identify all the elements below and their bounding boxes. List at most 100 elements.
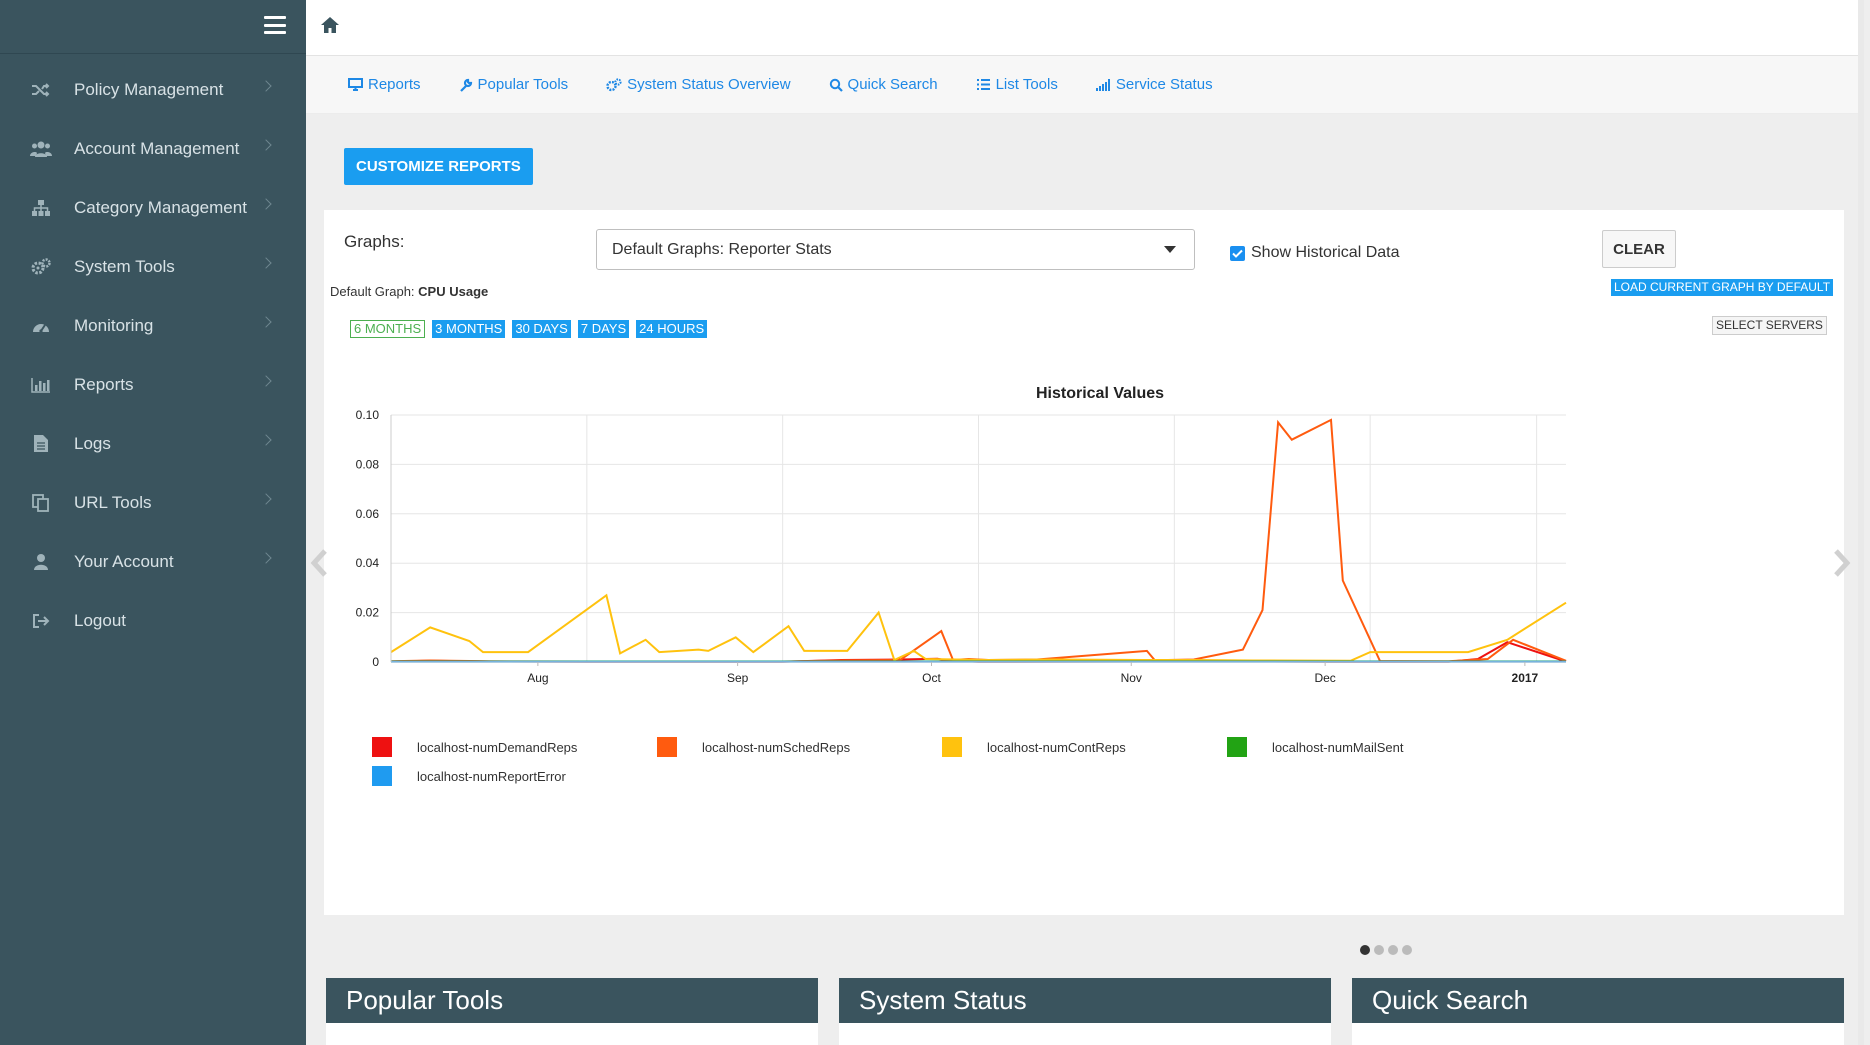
signal-icon (1095, 78, 1110, 91)
chevron-right-icon (260, 257, 272, 269)
sidebar-item-label: Monitoring (74, 315, 154, 335)
clear-button[interactable]: CLEAR (1602, 230, 1676, 268)
nav-link-reports[interactable]: Reports (348, 76, 421, 93)
chevron-right-icon (260, 316, 272, 328)
y-tick-label: 0.06 (356, 507, 380, 521)
file-icon (30, 433, 52, 455)
legend-item[interactable]: localhost-numContReps (942, 737, 1126, 757)
graph-panel: Graphs: Default Graphs: Reporter Stats S… (324, 210, 1844, 915)
legend-label: localhost-numMailSent (1272, 739, 1404, 755)
sidebar-item-label: URL Tools (74, 492, 152, 512)
sidebar-item-label: Category Management (74, 197, 247, 217)
legend-swatch (942, 737, 962, 757)
range-7-days[interactable]: 7 DAYS (577, 320, 630, 338)
sidebar-nav: Policy Management Account Management Cat… (0, 60, 306, 650)
x-tick-label: 2017 (1512, 671, 1539, 685)
carousel-next-icon[interactable] (1833, 548, 1851, 578)
x-tick-label: Sep (727, 671, 749, 685)
legend-item[interactable]: localhost-numSchedReps (657, 737, 850, 757)
sidebar: Policy Management Account Management Cat… (0, 0, 306, 1045)
users-icon (30, 138, 52, 160)
sidebar-item-your-account[interactable]: Your Account (0, 532, 306, 591)
sidebar-item-policy-management[interactable]: Policy Management (0, 60, 306, 119)
nav-link-popular-tools[interactable]: Popular Tools (459, 76, 569, 93)
chart-title: Historical Values (1036, 385, 1164, 402)
sidebar-item-label: Account Management (74, 138, 240, 158)
graphs-label: Graphs: (344, 232, 405, 251)
legend-swatch (657, 737, 677, 757)
scrollbar[interactable] (1858, 0, 1864, 1045)
load-default-graph-button[interactable]: LOAD CURRENT GRAPH BY DEFAULT (1611, 279, 1834, 296)
copy-icon (30, 492, 52, 514)
chevron-right-icon (260, 139, 272, 151)
top-bar (306, 0, 1864, 56)
legend-item[interactable]: localhost-numMailSent (1227, 737, 1404, 757)
carousel-dot[interactable] (1374, 945, 1384, 955)
card-title: System Status (839, 978, 1331, 1023)
legend-swatch (1227, 737, 1247, 757)
range-6-months[interactable]: 6 MONTHS (350, 320, 426, 338)
show-historical-checkbox[interactable]: Show Historical Data (1230, 244, 1400, 262)
sidebar-item-logs[interactable]: Logs (0, 414, 306, 473)
graph-select[interactable]: Default Graphs: Reporter Stats (596, 229, 1195, 270)
home-icon[interactable] (320, 16, 340, 34)
sidebar-item-monitoring[interactable]: Monitoring (0, 296, 306, 355)
customize-reports-button[interactable]: CUSTOMIZE REPORTS (344, 148, 533, 185)
x-tick-label: Aug (527, 671, 548, 685)
nav-link-system-status-overview[interactable]: System Status Overview (606, 76, 791, 93)
chevron-right-icon (260, 198, 272, 210)
sidebar-item-category-management[interactable]: Category Management (0, 178, 306, 237)
range-30-days[interactable]: 30 DAYS (512, 320, 571, 338)
y-tick-label: 0.10 (356, 408, 380, 422)
carousel-dot[interactable] (1360, 945, 1370, 955)
nav-link-list-tools[interactable]: List Tools (976, 76, 1058, 93)
legend-item[interactable]: localhost-numDemandReps (372, 737, 577, 757)
x-tick-label: Nov (1121, 671, 1142, 685)
sidebar-item-label: Logs (74, 433, 111, 453)
y-tick-label: 0.08 (356, 457, 380, 471)
select-servers-button[interactable]: SELECT SERVERS (1712, 316, 1827, 335)
time-range-buttons: 6 MONTHS 3 MONTHS 30 DAYS 7 DAYS 24 HOUR… (350, 320, 708, 338)
chevron-right-icon (260, 80, 272, 92)
sidebar-item-logout[interactable]: Logout (0, 591, 306, 650)
show-historical-label: Show Historical Data (1251, 244, 1400, 261)
carousel-dot[interactable] (1402, 945, 1412, 955)
x-tick-label: Oct (922, 671, 941, 685)
check-icon (1230, 245, 1245, 261)
sidebar-header (0, 0, 306, 54)
legend-swatch (372, 766, 392, 786)
wrench-icon (459, 78, 472, 92)
popular-tools-card: Popular Tools (326, 978, 818, 1045)
nav-link-quick-search[interactable]: Quick Search (829, 76, 938, 93)
nav-link-label: Popular Tools (477, 76, 569, 93)
carousel-prev-icon[interactable] (310, 548, 328, 578)
main-content: Reports Popular Tools System Status Over… (306, 0, 1864, 1045)
legend-swatch (372, 737, 392, 757)
list-icon (976, 79, 990, 90)
carousel-dots (1360, 945, 1412, 955)
range-24-hours[interactable]: 24 HOURS (636, 320, 708, 338)
carousel-dot[interactable] (1388, 945, 1398, 955)
sidebar-item-url-tools[interactable]: URL Tools (0, 473, 306, 532)
sidebar-item-label: Policy Management (74, 79, 224, 99)
nav-link-label: Quick Search (847, 76, 938, 93)
sidebar-item-system-tools[interactable]: System Tools (0, 237, 306, 296)
bar-chart-icon (30, 374, 52, 396)
range-3-months[interactable]: 3 MONTHS (432, 320, 506, 338)
user-icon (30, 551, 52, 573)
sidebar-item-label: Logout (74, 610, 126, 630)
y-tick-label: 0.04 (356, 556, 380, 570)
desktop-icon (348, 78, 363, 91)
nav-link-label: Reports (368, 76, 421, 93)
y-tick-label: 0.02 (356, 606, 380, 620)
sidebar-item-account-management[interactable]: Account Management (0, 119, 306, 178)
legend-item[interactable]: localhost-numReportError (372, 766, 566, 786)
sidebar-item-reports[interactable]: Reports (0, 355, 306, 414)
shuffle-icon (30, 79, 52, 101)
search-icon (829, 78, 843, 92)
nav-link-service-status[interactable]: Service Status (1095, 76, 1213, 93)
x-tick-label: Dec (1314, 671, 1335, 685)
nav-link-label: System Status Overview (627, 76, 791, 93)
chevron-right-icon (260, 552, 272, 564)
menu-toggle-icon[interactable] (264, 16, 286, 34)
